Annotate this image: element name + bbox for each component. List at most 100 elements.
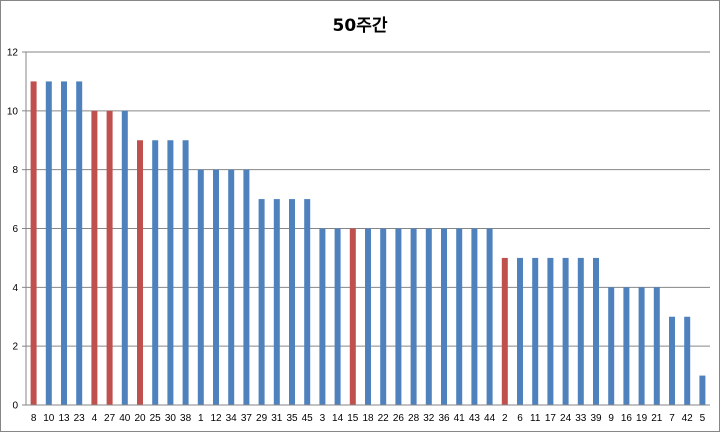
bar-7 bbox=[669, 316, 675, 405]
bar-33 bbox=[577, 257, 584, 405]
bar-43 bbox=[471, 228, 478, 405]
bar-21 bbox=[653, 287, 660, 405]
bar-20 bbox=[137, 140, 143, 405]
bar-8 bbox=[30, 81, 37, 406]
bar-29 bbox=[258, 199, 265, 405]
x-tick-label: 42 bbox=[682, 413, 694, 424]
bar-3 bbox=[319, 228, 326, 405]
bar-32 bbox=[425, 228, 432, 405]
bar-14 bbox=[334, 228, 341, 405]
x-tick-label: 45 bbox=[302, 413, 314, 424]
y-axis-ticks: 0 2 4 6 8 10 12 bbox=[7, 48, 26, 412]
bar-15 bbox=[349, 228, 356, 405]
x-tick-label: 18 bbox=[362, 413, 374, 424]
x-tick-label: 34 bbox=[226, 413, 238, 424]
x-tick-label: 4 bbox=[92, 413, 98, 424]
x-tick-label: 27 bbox=[104, 413, 116, 424]
bar-40 bbox=[121, 110, 128, 405]
bar-9 bbox=[608, 287, 615, 405]
bar-34 bbox=[228, 169, 235, 405]
x-tick-label: 3 bbox=[320, 413, 326, 424]
bar-13 bbox=[61, 81, 67, 406]
x-tick-label: 1 bbox=[198, 413, 204, 424]
bar-35 bbox=[289, 199, 295, 405]
bar-39 bbox=[593, 257, 599, 405]
bar-37 bbox=[243, 169, 250, 405]
bar-24 bbox=[562, 257, 569, 405]
x-tick-label: 12 bbox=[210, 413, 222, 424]
bar-45 bbox=[304, 199, 311, 405]
bar-28 bbox=[410, 228, 417, 405]
bar-44 bbox=[486, 228, 493, 405]
x-tick-label: 40 bbox=[119, 413, 131, 424]
bar-5 bbox=[699, 375, 706, 405]
x-tick-label: 28 bbox=[408, 413, 420, 424]
bar-19 bbox=[638, 287, 645, 405]
x-tick-label: 15 bbox=[347, 413, 359, 424]
x-tick-label: 7 bbox=[669, 413, 675, 424]
bar-38 bbox=[182, 140, 189, 405]
x-tick-label: 37 bbox=[241, 413, 253, 424]
bar-12 bbox=[213, 169, 219, 405]
bar-42 bbox=[684, 316, 691, 405]
bar-22 bbox=[380, 228, 387, 405]
x-tick-label: 35 bbox=[286, 413, 298, 424]
x-tick-label: 41 bbox=[454, 413, 466, 424]
bar-25 bbox=[152, 140, 159, 405]
bar-11 bbox=[532, 257, 539, 405]
x-tick-label: 32 bbox=[423, 413, 435, 424]
x-tick-label: 43 bbox=[469, 413, 481, 424]
x-tick-label: 11 bbox=[530, 413, 541, 424]
x-tick-label: 20 bbox=[134, 413, 146, 424]
x-tick-label: 23 bbox=[74, 413, 86, 424]
bar-23 bbox=[76, 81, 83, 406]
x-tick-label: 2 bbox=[502, 413, 508, 424]
x-tick-label: 24 bbox=[560, 413, 572, 424]
bar-26 bbox=[395, 228, 402, 405]
x-tick-label: 33 bbox=[575, 413, 587, 424]
x-tick-label: 30 bbox=[165, 413, 177, 424]
bars bbox=[30, 81, 706, 406]
y-tick-label: 0 bbox=[12, 401, 18, 412]
x-tick-label: 29 bbox=[256, 413, 268, 424]
x-tick-label: 6 bbox=[517, 413, 523, 424]
x-tick-label: 26 bbox=[393, 413, 405, 424]
x-tick-label: 38 bbox=[180, 413, 192, 424]
bar-1 bbox=[197, 169, 204, 405]
bar-4 bbox=[91, 110, 98, 405]
bar-2 bbox=[501, 257, 508, 405]
bar-17 bbox=[547, 257, 554, 405]
x-tick-label: 16 bbox=[621, 413, 633, 424]
bar-6 bbox=[517, 257, 523, 405]
x-tick-label: 22 bbox=[378, 413, 390, 424]
x-tick-label: 44 bbox=[484, 413, 496, 424]
bar-10 bbox=[45, 81, 52, 406]
y-tick-label: 10 bbox=[7, 106, 19, 117]
x-axis-ticks: 8 10 13 23 4 27 40 20 25 30 38 1 12 34 37 29 31 35 45 3 14 15… bbox=[31, 413, 706, 424]
bar-30 bbox=[167, 140, 174, 405]
x-tick-label: 17 bbox=[545, 413, 557, 424]
x-tick-label: 19 bbox=[636, 413, 648, 424]
x-tick-label: 36 bbox=[438, 413, 450, 424]
y-tick-label: 4 bbox=[12, 283, 18, 294]
bar-18 bbox=[365, 228, 371, 405]
x-tick-label: 9 bbox=[608, 413, 614, 424]
x-tick-label: 14 bbox=[332, 413, 344, 424]
x-tick-label: 21 bbox=[651, 413, 663, 424]
y-tick-label: 6 bbox=[12, 224, 18, 235]
y-tick-label: 2 bbox=[12, 342, 18, 353]
y-tick-label: 8 bbox=[12, 165, 18, 176]
x-tick-label: 10 bbox=[43, 413, 55, 424]
bar-36 bbox=[441, 228, 447, 405]
x-tick-label: 31 bbox=[271, 413, 283, 424]
bar-16 bbox=[623, 287, 630, 405]
bar-27 bbox=[106, 110, 113, 405]
x-tick-label: 13 bbox=[58, 413, 70, 424]
x-tick-label: 8 bbox=[31, 413, 37, 424]
y-tick-label: 12 bbox=[7, 48, 19, 59]
x-tick-label: 25 bbox=[150, 413, 162, 424]
chart-title: 50주간 bbox=[333, 16, 388, 36]
x-tick-label: 5 bbox=[700, 413, 706, 424]
